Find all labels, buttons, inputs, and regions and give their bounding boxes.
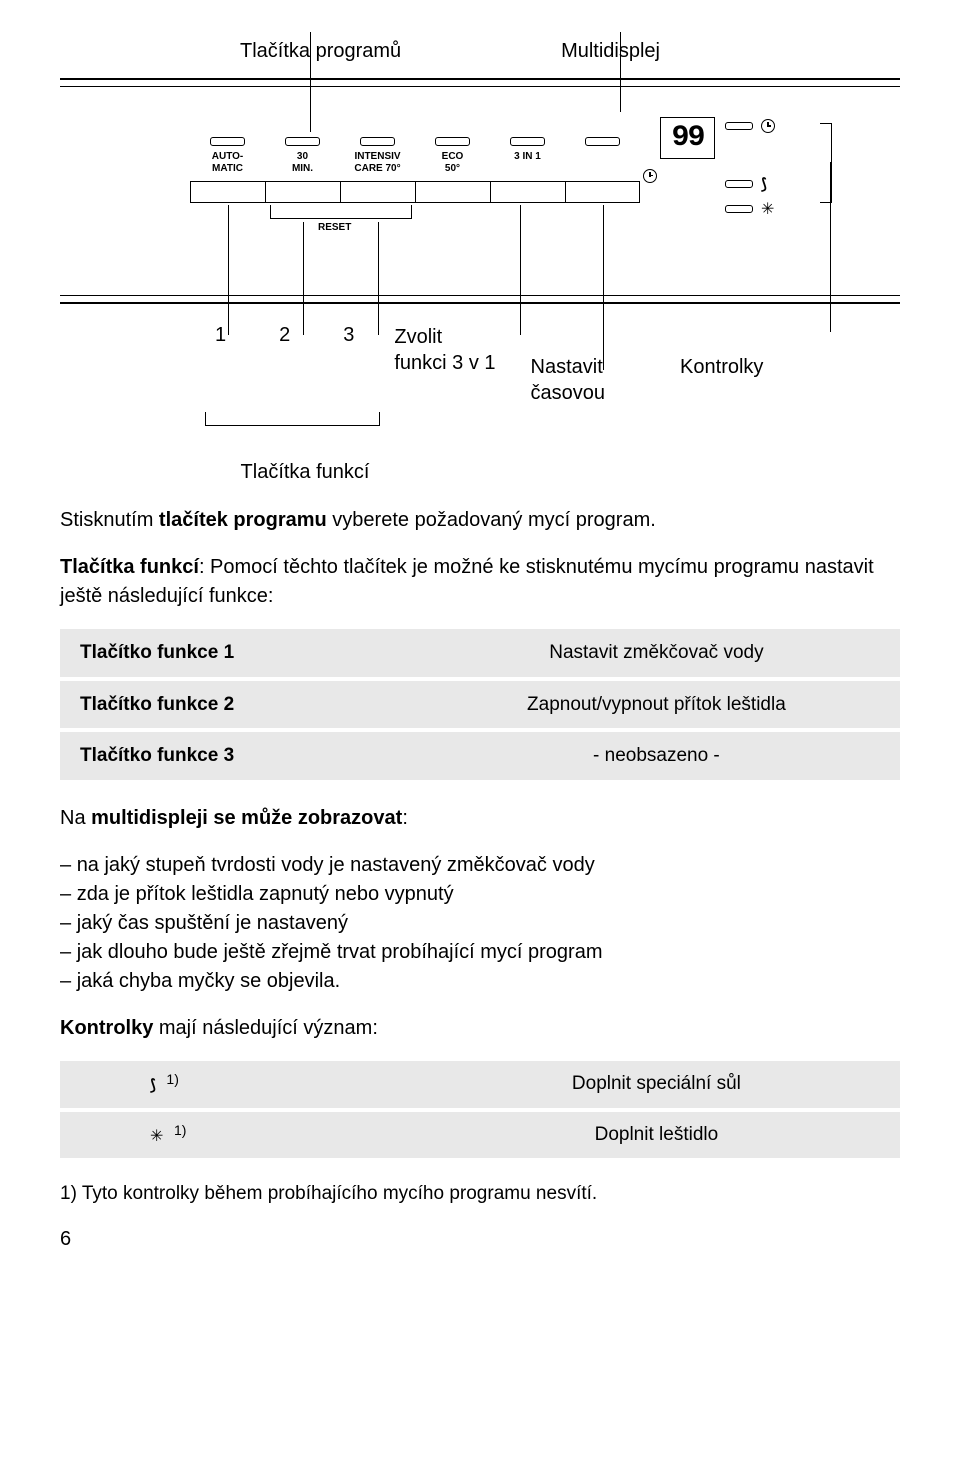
kontrolky-label: Kontrolky — [680, 354, 763, 406]
indicator-pill — [725, 205, 753, 213]
table-row: Tlačítko funkce 1Nastavit změkčovač vody — [60, 629, 900, 679]
table-row: ✳ 1) Doplnit leštidlo — [60, 1110, 900, 1161]
para-1: Stisknutím tlačítek programu vyberete po… — [60, 506, 900, 535]
top-labels-row: Tlačítka programů Multidisplej — [240, 40, 660, 63]
button-slot[interactable] — [210, 137, 245, 146]
list-item: jaká chyba myčky se objevila. — [60, 967, 900, 996]
btn-label: MIN. — [292, 163, 313, 174]
button-slot[interactable] — [435, 137, 470, 146]
salt-icon: ⟆ — [150, 1075, 156, 1097]
btn-label: AUTO- — [212, 151, 243, 162]
kontrolky-table: ⟆ 1) Doplnit speciální sůl ✳ 1) Doplnit … — [60, 1061, 900, 1163]
label-multidisplay: Multidisplej — [561, 40, 660, 63]
bullet-list: na jaký stupeň tvrdosti vody je nastaven… — [60, 851, 900, 996]
leader-line — [303, 222, 304, 335]
indicator-pill — [725, 122, 753, 130]
leader-line — [228, 205, 229, 335]
callout-num-1: 1 — [215, 324, 226, 347]
nastavit-label: Nastavitčasovou — [531, 354, 606, 406]
button-rect[interactable] — [340, 181, 415, 203]
indicator-pill — [725, 180, 753, 188]
leader-line — [520, 205, 521, 335]
button-slot[interactable] — [585, 137, 620, 146]
func-buttons-label: Tlačítka funkcí — [225, 461, 385, 484]
leader-line — [620, 32, 621, 112]
table-row: Tlačítko funkce 2Zapnout/vypnout přítok … — [60, 679, 900, 731]
btn-label: MATIC — [212, 163, 243, 174]
table-row: Tlačítko funkce 3- neobsazeno - — [60, 730, 900, 782]
multidisplay-box: 99 — [660, 117, 715, 159]
btn-label: 50° — [445, 163, 460, 174]
clock-icon — [761, 119, 775, 133]
callout-num-3: 3 — [343, 324, 354, 347]
leader-line — [378, 222, 379, 335]
label-program-buttons: Tlačítka programů — [240, 40, 401, 63]
reset-label: RESET — [318, 222, 351, 233]
para-2: Tlačítka funkcí: Pomocí těchto tlačítek … — [60, 553, 900, 611]
list-item: zda je přítok leštidla zapnutý nebo vypn… — [60, 880, 900, 909]
indicator-column: ⟆ ✳ — [725, 119, 775, 219]
display-value: 99 — [671, 121, 703, 155]
button-slot-row: AUTO-MATIC 30MIN. INTENSIVCARE 70° ECO50… — [190, 137, 640, 175]
btn-label: 30 — [297, 151, 308, 162]
reset-bracket — [270, 205, 412, 219]
button-rect[interactable] — [190, 181, 265, 203]
rinse-icon: ✳ — [761, 199, 774, 219]
list-item: na jaký stupeň tvrdosti vody je nastaven… — [60, 851, 900, 880]
btn-label: 3 IN 1 — [514, 151, 541, 162]
btn-label: INTENSIV — [354, 151, 400, 162]
button-slot[interactable] — [510, 137, 545, 146]
delay-start-icon — [643, 167, 657, 185]
leader-line — [603, 205, 604, 370]
callouts-row: 1 2 3 Tlačítka funkcí Zvolitfunkci 3 v 1… — [215, 324, 900, 406]
btn-label: CARE 70° — [354, 163, 400, 174]
leader-line — [830, 162, 831, 332]
rinse-icon: ✳ — [150, 1125, 163, 1148]
list-item: jak dlouho bude ještě zřejmě trvat probí… — [60, 938, 900, 967]
page-number: 6 — [60, 1228, 900, 1251]
salt-icon: ⟆ — [761, 175, 767, 193]
table-row: ⟆ 1) Doplnit speciální sůl — [60, 1061, 900, 1110]
button-slot[interactable] — [285, 137, 320, 146]
body-text: Stisknutím tlačítek programu vyberete po… — [60, 506, 900, 1208]
zvolit-label: Zvolitfunkci 3 v 1 — [394, 324, 495, 406]
control-panel: AUTO-MATIC 30MIN. INTENSIVCARE 70° ECO50… — [60, 78, 900, 304]
multidisplay-heading: Na multidispleji se může zobrazovat: — [60, 804, 900, 833]
leader-line — [310, 32, 311, 132]
kontrolky-heading: Kontrolky mají následující význam: — [60, 1014, 900, 1043]
btn-label: ECO — [442, 151, 464, 162]
button-rect[interactable] — [565, 181, 640, 203]
footnote: 1) Tyto kontrolky během probíhajícího my… — [60, 1180, 900, 1208]
button-slot[interactable] — [360, 137, 395, 146]
function-table: Tlačítko funkce 1Nastavit změkčovač vody… — [60, 629, 900, 784]
callout-num-2: 2 — [279, 324, 290, 347]
button-rect-row — [190, 181, 640, 203]
button-rect[interactable] — [265, 181, 340, 203]
button-rect[interactable] — [490, 181, 565, 203]
list-item: jaký čas spuštění je nastavený — [60, 909, 900, 938]
button-rect[interactable] — [415, 181, 490, 203]
